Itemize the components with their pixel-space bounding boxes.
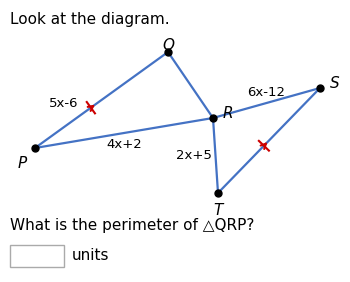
Text: T: T	[213, 203, 223, 218]
Text: 5x-6: 5x-6	[49, 97, 78, 110]
Text: 2x+5: 2x+5	[176, 149, 211, 162]
Text: units: units	[72, 248, 110, 263]
Text: P: P	[18, 156, 27, 171]
Text: 4x+2: 4x+2	[106, 138, 142, 151]
Text: Look at the diagram.: Look at the diagram.	[10, 12, 170, 27]
Bar	[10, 245, 64, 267]
Text: S: S	[330, 76, 339, 91]
Text: Q: Q	[162, 38, 174, 53]
Text: What is the perimeter of △QRP?: What is the perimeter of △QRP?	[10, 218, 254, 233]
Text: R: R	[223, 105, 234, 120]
Text: 6x-12: 6x-12	[247, 87, 286, 100]
